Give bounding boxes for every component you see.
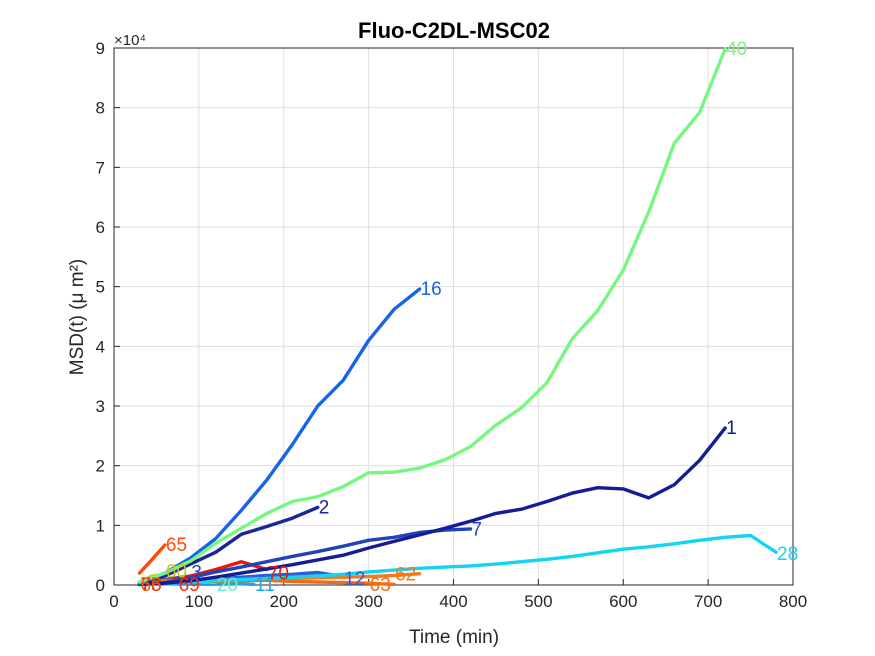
series-end-label-62: 62 [395,564,416,585]
y-tick-label: 5 [96,278,105,297]
y-tick-label: 3 [96,397,105,416]
series-line-28 [137,533,778,587]
x-tick-label: 200 [270,592,298,611]
chart-title: Fluo-C2DL-MSC02 [358,18,550,43]
series-end-label-3: 3 [191,562,202,583]
series-end-label-70: 70 [268,564,289,585]
series-end-label-60: 60 [166,561,187,582]
series-end-label-16: 16 [421,279,442,300]
x-tick-label: 700 [694,592,722,611]
y-axis-exponent-label: ×10⁴ [114,32,146,49]
x-tick-label: 600 [609,592,637,611]
x-tick-label: 800 [779,592,807,611]
y-tick-label: 7 [96,158,105,177]
series-line-2 [137,505,320,586]
series-end-label-20: 20 [217,575,238,596]
x-tick-label: 500 [524,592,552,611]
series-line-65 [137,543,167,575]
x-tick-label: 300 [354,592,382,611]
y-tick-label: 4 [96,337,105,356]
series-end-label-69: 69 [179,575,200,596]
series-end-label-66: 66 [140,575,161,596]
series-end-label-12: 12 [344,569,365,590]
series-end-label-11: 11 [255,575,275,596]
series-end-label-40: 40 [726,39,747,60]
y-axis-label: MSD(t) (μ m²) [67,259,88,375]
series-line-16 [137,287,422,585]
series-end-label-63: 63 [370,575,391,596]
series-line-40 [137,47,727,584]
y-tick-label: 2 [96,457,105,476]
series-end-label-2: 2 [319,497,330,518]
series-line-1 [137,426,727,587]
y-tick-label: 6 [96,218,105,237]
y-tick-label: 1 [96,516,105,535]
series-end-label-78: 78 [140,575,161,596]
y-tick-label: 9 [96,39,105,58]
series-end-label-28: 28 [777,544,798,565]
series-end-label-1: 1 [726,418,737,439]
y-tick-label: 8 [96,99,105,118]
series-end-label-7: 7 [471,520,482,541]
series-end-label-65: 65 [166,535,187,556]
series-layer [137,47,778,587]
x-tick-label: 0 [109,592,118,611]
series-end-label-75: 75 [140,575,161,596]
x-tick-label: 100 [185,592,213,611]
x-axis-label: Time (min) [409,627,499,648]
x-tick-label: 400 [439,592,467,611]
y-tick-label: 0 [96,576,105,595]
series-line-7 [137,527,473,587]
